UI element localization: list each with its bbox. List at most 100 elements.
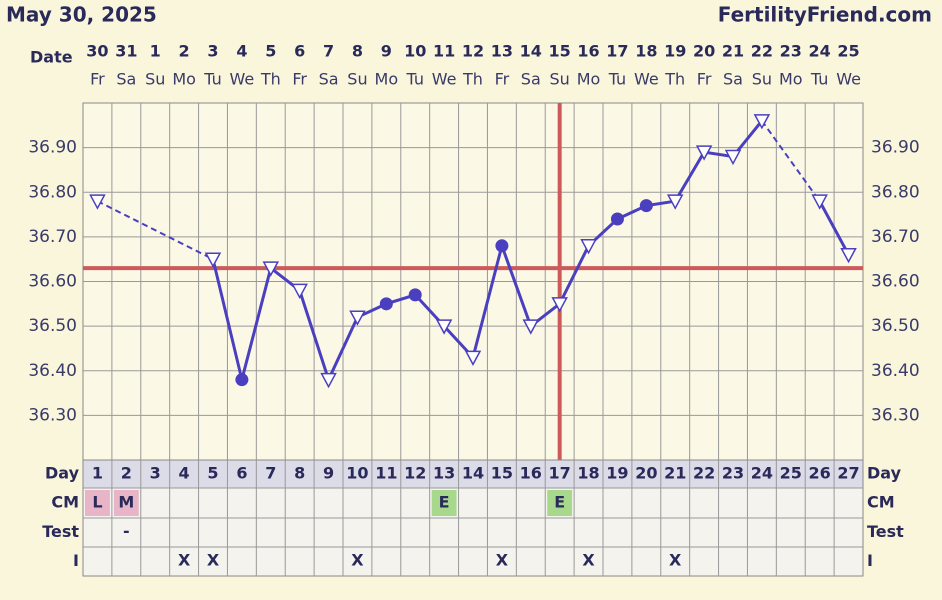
date: 17 xyxy=(606,42,628,61)
date: 23 xyxy=(780,42,802,61)
temperature-point xyxy=(522,319,540,335)
day-number: 9 xyxy=(323,464,334,483)
intercourse-entry: X xyxy=(351,551,364,570)
row-label-right: CM xyxy=(867,493,895,512)
date: 21 xyxy=(722,42,744,61)
temperature-point xyxy=(235,373,249,387)
day-number: 17 xyxy=(549,464,571,483)
weekday: Th xyxy=(260,70,281,89)
y-tick-label-right: 36.50 xyxy=(871,316,920,336)
site-name: FertilityFriend.com xyxy=(718,3,932,27)
weekday: Tu xyxy=(405,70,423,89)
weekday: We xyxy=(836,70,861,89)
date: 22 xyxy=(751,42,773,61)
y-tick-label-right: 36.80 xyxy=(871,182,920,202)
day-number: 7 xyxy=(265,464,276,483)
day-number: 16 xyxy=(520,464,542,483)
temperature-point xyxy=(262,261,280,277)
y-tick-label-right: 36.40 xyxy=(871,361,920,381)
date: 8 xyxy=(352,42,363,61)
temperature-point xyxy=(610,212,624,226)
day-number: 12 xyxy=(404,464,426,483)
gap-connector xyxy=(761,120,821,202)
date: 20 xyxy=(693,42,715,61)
weekday: Fr xyxy=(697,70,712,89)
weekday: We xyxy=(432,70,457,89)
cm-cell xyxy=(431,490,457,516)
intercourse-entry: X xyxy=(178,551,191,570)
date-label: Date xyxy=(30,48,73,67)
date: 12 xyxy=(462,42,484,61)
y-tick-label: 36.40 xyxy=(28,361,77,381)
day-number: 25 xyxy=(780,464,802,483)
temperature-point xyxy=(408,288,422,302)
temperature-point xyxy=(551,297,568,313)
cm-row xyxy=(82,487,864,577)
date: 19 xyxy=(664,42,686,61)
day-number: 15 xyxy=(491,464,513,483)
day-number: 18 xyxy=(577,464,599,483)
weekday: Sa xyxy=(723,70,743,89)
row-label-right: Day xyxy=(867,464,902,483)
weekday: Fr xyxy=(90,70,105,89)
weekday: Sa xyxy=(116,70,136,89)
temperature-point xyxy=(89,194,106,210)
intercourse-entry: X xyxy=(496,551,509,570)
cm-cell xyxy=(113,490,139,516)
date: 18 xyxy=(635,42,657,61)
row-label: CM xyxy=(51,493,79,512)
weekday: We xyxy=(634,70,659,89)
temperature-point xyxy=(291,283,308,300)
temperature-point xyxy=(204,252,222,268)
row-label-right: Test xyxy=(867,522,904,541)
temperature-point xyxy=(435,319,453,335)
temperature-point xyxy=(840,247,857,264)
day-number: 5 xyxy=(207,464,218,483)
date: 2 xyxy=(179,42,190,61)
date: 31 xyxy=(115,42,137,61)
day-number: 22 xyxy=(693,464,715,483)
date: 16 xyxy=(577,42,599,61)
temperature-point xyxy=(753,114,771,130)
date: 7 xyxy=(323,42,334,61)
day-number: 6 xyxy=(236,464,247,483)
cm-cell xyxy=(547,490,573,516)
y-tick-label: 36.80 xyxy=(28,182,77,202)
temperature-point xyxy=(495,239,509,253)
intercourse-entry: X xyxy=(669,551,682,570)
day-number: 13 xyxy=(433,464,455,483)
day-number: 20 xyxy=(635,464,657,483)
weekday: We xyxy=(230,70,255,89)
cm-entry: M xyxy=(118,493,134,512)
day-number: 21 xyxy=(664,464,686,483)
row-label: I xyxy=(73,551,79,570)
row-label-right: I xyxy=(867,551,873,570)
chart-date: May 30, 2025 xyxy=(6,3,157,27)
cm-entry: E xyxy=(554,493,565,512)
date: 4 xyxy=(236,42,247,61)
date: 6 xyxy=(294,42,305,61)
weekday: Mo xyxy=(172,70,196,89)
weekday: Fr xyxy=(292,70,307,89)
y-tick-label-right: 36.70 xyxy=(871,227,920,247)
weekday: Sa xyxy=(319,70,339,89)
day-row xyxy=(82,459,864,489)
cm-entry: E xyxy=(439,493,450,512)
day-number: 10 xyxy=(346,464,368,483)
y-tick-label: 36.70 xyxy=(28,227,77,247)
gap-connector xyxy=(96,200,214,261)
date: 14 xyxy=(520,42,542,61)
day-number: 14 xyxy=(462,464,484,483)
date: 11 xyxy=(433,42,455,61)
day-number: 3 xyxy=(150,464,161,483)
temperature-point xyxy=(464,350,482,366)
day-number: 27 xyxy=(837,464,859,483)
weekday: Tu xyxy=(810,70,828,89)
day-number: 1 xyxy=(92,464,103,483)
temperature-point xyxy=(666,194,684,210)
date: 10 xyxy=(404,42,426,61)
weekday: Th xyxy=(664,70,685,89)
y-tick-label: 36.90 xyxy=(28,138,77,158)
temperature-point xyxy=(320,372,337,389)
temperature-point xyxy=(695,145,713,161)
